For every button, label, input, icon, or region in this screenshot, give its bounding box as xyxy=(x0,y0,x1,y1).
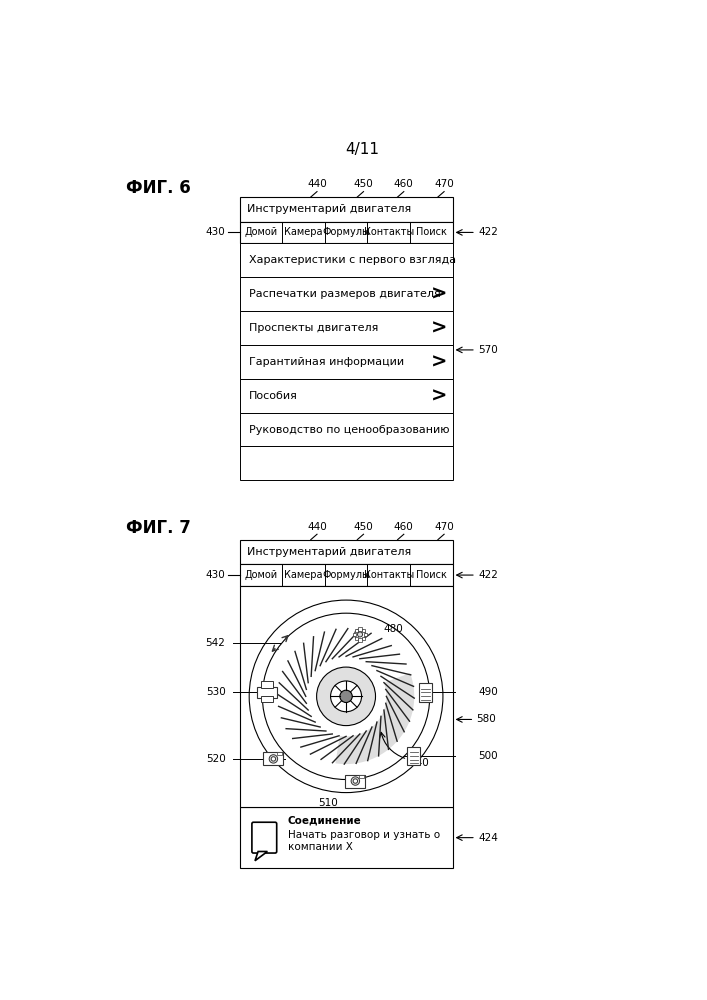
Circle shape xyxy=(249,600,443,793)
Bar xyxy=(359,775,364,778)
Bar xyxy=(407,747,421,765)
Bar xyxy=(240,540,452,564)
Bar xyxy=(240,446,452,480)
Bar xyxy=(240,277,452,311)
Text: Камера: Камера xyxy=(284,570,322,580)
Text: 4/11: 4/11 xyxy=(345,142,379,157)
Text: компании X: компании X xyxy=(288,842,352,852)
Bar xyxy=(353,633,356,636)
Text: 450: 450 xyxy=(354,522,373,532)
Text: Инструментарий двигателя: Инструментарий двигателя xyxy=(247,547,411,557)
Text: Пособия: Пособия xyxy=(249,391,298,401)
Text: 540: 540 xyxy=(409,758,429,768)
Text: 424: 424 xyxy=(478,833,498,843)
Bar xyxy=(354,637,358,640)
Circle shape xyxy=(351,777,360,785)
Text: 542: 542 xyxy=(206,638,226,648)
Bar xyxy=(240,197,452,222)
Text: 580: 580 xyxy=(477,714,496,724)
Text: Контакты: Контакты xyxy=(363,227,414,237)
Text: ФИГ. 7: ФИГ. 7 xyxy=(126,519,190,537)
Text: Инструментарий двигателя: Инструментарий двигателя xyxy=(247,204,411,214)
Circle shape xyxy=(353,779,358,783)
Circle shape xyxy=(340,690,352,703)
Text: >: > xyxy=(431,318,447,337)
Text: 500: 500 xyxy=(478,751,498,761)
Bar xyxy=(240,379,452,413)
Circle shape xyxy=(271,757,276,761)
Bar xyxy=(240,413,452,446)
Bar xyxy=(354,629,358,632)
FancyBboxPatch shape xyxy=(252,822,276,853)
Text: 490: 490 xyxy=(478,687,498,697)
Text: 422: 422 xyxy=(478,227,498,237)
Text: Проспекты двигателя: Проспекты двигателя xyxy=(249,323,378,333)
Text: Домой: Домой xyxy=(244,227,277,237)
Bar xyxy=(263,752,284,765)
Bar xyxy=(240,586,452,807)
Text: Поиск: Поиск xyxy=(416,227,447,237)
Text: 422: 422 xyxy=(478,570,498,580)
Circle shape xyxy=(354,629,366,640)
Text: 440: 440 xyxy=(307,179,327,189)
Circle shape xyxy=(331,681,361,712)
Circle shape xyxy=(358,632,363,637)
Bar xyxy=(358,638,361,642)
Text: 470: 470 xyxy=(434,179,454,189)
Text: Формулы: Формулы xyxy=(322,570,370,580)
Text: 520: 520 xyxy=(206,754,226,764)
Text: 470: 470 xyxy=(434,522,454,532)
Text: Начать разговор и узнать о: Начать разговор и узнать о xyxy=(288,830,440,840)
Bar xyxy=(358,627,361,631)
Bar xyxy=(240,243,452,277)
Text: >: > xyxy=(431,352,447,371)
Bar xyxy=(240,564,452,586)
Text: Камера: Камера xyxy=(284,227,322,237)
Bar xyxy=(240,807,452,868)
Circle shape xyxy=(262,613,430,780)
Bar xyxy=(364,633,367,636)
Text: Поиск: Поиск xyxy=(416,570,447,580)
Bar xyxy=(257,687,276,698)
Polygon shape xyxy=(335,673,414,764)
Bar xyxy=(277,752,282,755)
Text: Распечатки размеров двигателя: Распечатки размеров двигателя xyxy=(249,289,440,299)
Text: 440: 440 xyxy=(307,522,327,532)
Bar xyxy=(419,683,432,702)
Text: >: > xyxy=(431,386,447,405)
Bar xyxy=(240,222,452,243)
Text: Формулы: Формулы xyxy=(322,227,370,237)
Bar xyxy=(363,629,366,632)
Text: Контакты: Контакты xyxy=(363,570,414,580)
Text: Соединение: Соединение xyxy=(288,816,361,826)
Circle shape xyxy=(269,755,278,763)
Text: 430: 430 xyxy=(206,570,226,580)
Text: Гарантийная информации: Гарантийная информации xyxy=(249,357,404,367)
Bar xyxy=(363,637,366,640)
Bar xyxy=(261,696,273,702)
Bar xyxy=(240,345,452,379)
Text: 430: 430 xyxy=(206,227,226,237)
Text: 450: 450 xyxy=(354,179,373,189)
Polygon shape xyxy=(255,852,267,861)
Circle shape xyxy=(317,667,375,726)
Text: Домой: Домой xyxy=(244,570,277,580)
Text: 480: 480 xyxy=(383,624,403,634)
Text: >: > xyxy=(431,285,447,304)
Text: 530: 530 xyxy=(206,687,226,697)
Text: 570: 570 xyxy=(478,345,498,355)
Bar xyxy=(345,775,366,788)
Text: Руководство по ценообразованию: Руководство по ценообразованию xyxy=(249,425,450,435)
Bar xyxy=(240,311,452,345)
Text: 460: 460 xyxy=(394,522,414,532)
Text: 460: 460 xyxy=(394,179,414,189)
Text: 510: 510 xyxy=(318,798,338,808)
Text: Характеристики с первого взгляда: Характеристики с первого взгляда xyxy=(249,255,456,265)
Bar xyxy=(261,681,273,688)
Text: ФИГ. 6: ФИГ. 6 xyxy=(126,179,190,197)
